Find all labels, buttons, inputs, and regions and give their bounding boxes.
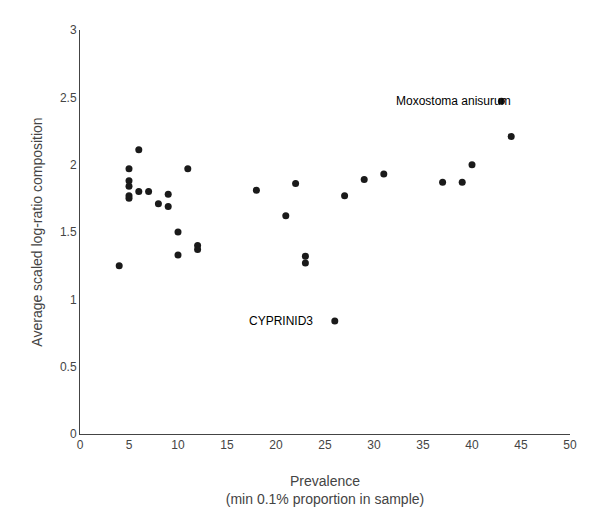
svg-text:CYPRINID3: CYPRINID3: [249, 314, 313, 328]
svg-text:10: 10: [171, 438, 185, 452]
svg-text:0.5: 0.5: [60, 360, 77, 374]
svg-text:20: 20: [269, 438, 283, 452]
svg-text:1: 1: [70, 293, 77, 307]
svg-text:50: 50: [563, 438, 577, 452]
svg-text:30: 30: [367, 438, 381, 452]
svg-text:Moxostoma anisurum: Moxostoma anisurum: [396, 94, 511, 108]
svg-text:25: 25: [318, 438, 332, 452]
svg-text:1.5: 1.5: [60, 225, 77, 239]
svg-text:2.5: 2.5: [60, 91, 77, 105]
svg-text:45: 45: [514, 438, 528, 452]
svg-text:Prevalence(min 0.1% proportion: Prevalence(min 0.1% proportion in sample…: [226, 473, 424, 507]
svg-text:5: 5: [126, 438, 133, 452]
svg-text:35: 35: [416, 438, 430, 452]
svg-text:40: 40: [465, 438, 479, 452]
svg-text:15: 15: [220, 438, 234, 452]
svg-text:Average scaled log-ratio compo: Average scaled log-ratio composition: [29, 117, 45, 346]
svg-text:0: 0: [70, 427, 77, 441]
svg-text:3: 3: [70, 23, 77, 37]
svg-text:2: 2: [70, 158, 77, 172]
svg-text:0: 0: [77, 438, 84, 452]
